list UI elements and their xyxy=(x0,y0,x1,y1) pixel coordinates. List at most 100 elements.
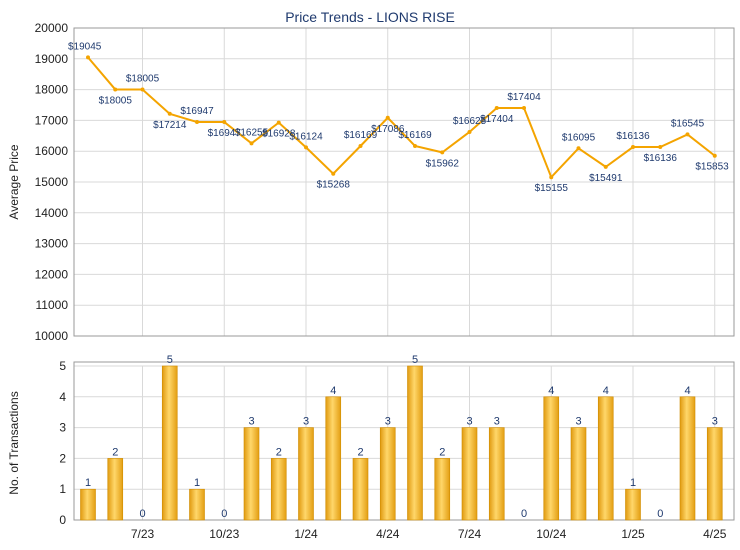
transaction-count-label: 2 xyxy=(439,446,445,458)
price-point xyxy=(549,175,554,180)
price-point xyxy=(167,111,172,116)
price-point xyxy=(385,115,390,120)
price-data-label: $16095 xyxy=(562,132,596,143)
transaction-count-label: 1 xyxy=(630,477,636,489)
transactions-bar-panel: 0 1 2 3 4 5 7/23 10/23 1/24 4/24 7/24 10/24 1/25 4/25… xyxy=(59,354,735,541)
price-data-label: $16124 xyxy=(289,131,323,142)
transaction-count-label: 4 xyxy=(548,385,554,397)
price-tick-label: 20000 xyxy=(35,21,69,35)
transaction-count-label: 2 xyxy=(276,446,282,458)
transaction-bar xyxy=(243,427,260,521)
x-tick-label: 4/25 xyxy=(703,527,727,541)
price-data-label: $17404 xyxy=(480,114,514,125)
price-data-label: $17404 xyxy=(507,92,541,103)
price-point xyxy=(712,153,717,158)
transaction-count-label: 1 xyxy=(194,477,200,489)
transaction-count-label: 3 xyxy=(712,416,718,428)
price-point xyxy=(276,120,281,125)
price-point xyxy=(304,145,308,150)
price-data-label: $19045 xyxy=(68,41,102,52)
transaction-count-label: 3 xyxy=(494,416,500,428)
price-data-label: $15962 xyxy=(426,158,460,169)
transaction-bar xyxy=(298,427,314,521)
price-data-label: $16136 xyxy=(644,153,678,164)
transaction-count-label: 2 xyxy=(357,446,363,458)
transaction-bar xyxy=(325,396,342,521)
tx-plot-frame xyxy=(73,361,735,521)
price-data-label: $16947 xyxy=(208,128,242,139)
transaction-count-label: 3 xyxy=(466,416,472,428)
price-tick-label: 17000 xyxy=(35,113,69,127)
price-data-label: $16625 xyxy=(453,116,487,127)
price-data-label: $15155 xyxy=(535,183,569,194)
price-point xyxy=(576,146,581,151)
x-tick-label: 10/23 xyxy=(209,527,239,541)
transaction-count-label: 3 xyxy=(248,416,254,428)
transaction-bar xyxy=(407,365,423,521)
transaction-count-label: 3 xyxy=(575,416,581,428)
price-point xyxy=(685,132,690,137)
chart-title: Price Trends - LIONS RISE xyxy=(285,9,455,25)
tx-tick-label: 5 xyxy=(59,359,66,373)
x-tick-label: 10/24 xyxy=(536,527,566,541)
price-point xyxy=(440,150,445,155)
price-point xyxy=(658,145,663,150)
price-tick-label: 12000 xyxy=(35,267,69,281)
transaction-count-label: 5 xyxy=(412,354,418,366)
tx-tick-label: 0 xyxy=(59,513,66,527)
price-point xyxy=(86,55,90,60)
price-plot-frame xyxy=(73,27,735,337)
transaction-bar xyxy=(570,427,587,521)
transaction-bar xyxy=(488,427,505,521)
price-point xyxy=(140,87,145,92)
transaction-bar xyxy=(434,458,451,521)
price-tick-label: 11000 xyxy=(36,298,69,312)
price-line-panel: 10000 11000 12000 13000 14000 15000 16000 17000… xyxy=(35,21,735,343)
price-point xyxy=(467,129,472,134)
price-point xyxy=(603,164,608,169)
transaction-count-label: 0 xyxy=(521,508,527,520)
transaction-count-label: 5 xyxy=(167,354,173,366)
price-point xyxy=(413,143,417,148)
price-data-label: $15268 xyxy=(317,180,351,191)
price-axis-label: Average Price xyxy=(7,144,21,219)
transaction-bar xyxy=(625,488,641,521)
price-data-label: $16255 xyxy=(235,127,269,138)
price-tick-label: 15000 xyxy=(35,175,69,189)
price-point xyxy=(331,171,336,176)
price-tick-label: 10000 xyxy=(35,329,69,343)
transaction-bar xyxy=(270,458,287,521)
transaction-bar xyxy=(543,396,560,521)
price-data-label: $15491 xyxy=(589,173,623,184)
transaction-count-label: 4 xyxy=(684,385,690,397)
transaction-bar xyxy=(80,488,96,521)
transaction-count-label: 3 xyxy=(385,416,391,428)
transaction-count-label: 0 xyxy=(221,508,227,520)
price-point xyxy=(522,105,526,110)
price-data-label: $16136 xyxy=(616,131,650,142)
x-tick-label: 4/24 xyxy=(376,527,400,541)
transaction-bar xyxy=(352,458,369,521)
x-tick-label: 7/24 xyxy=(458,527,482,541)
transaction-count-label: 4 xyxy=(330,385,336,397)
price-data-label: $16169 xyxy=(344,130,378,141)
price-point xyxy=(222,120,227,125)
transactions-axis-label: No. of Transactions xyxy=(7,391,21,494)
price-data-label: $18005 xyxy=(99,95,133,106)
price-tick-label: 14000 xyxy=(35,206,69,220)
price-tick-label: 19000 xyxy=(35,52,69,66)
transaction-count-label: 3 xyxy=(303,416,309,428)
transaction-count-label: 0 xyxy=(139,508,145,520)
price-tick-label: 13000 xyxy=(35,237,69,251)
price-data-label: $18005 xyxy=(126,73,160,84)
price-data-label: $15853 xyxy=(695,162,729,173)
transaction-count-label: 4 xyxy=(603,385,609,397)
tx-tick-label: 1 xyxy=(59,482,66,496)
price-point xyxy=(195,120,199,125)
transaction-bar xyxy=(161,365,178,521)
price-data-label: $17086 xyxy=(371,124,405,135)
transaction-bar xyxy=(189,488,205,521)
price-point xyxy=(113,87,118,92)
transaction-bar xyxy=(706,427,723,521)
